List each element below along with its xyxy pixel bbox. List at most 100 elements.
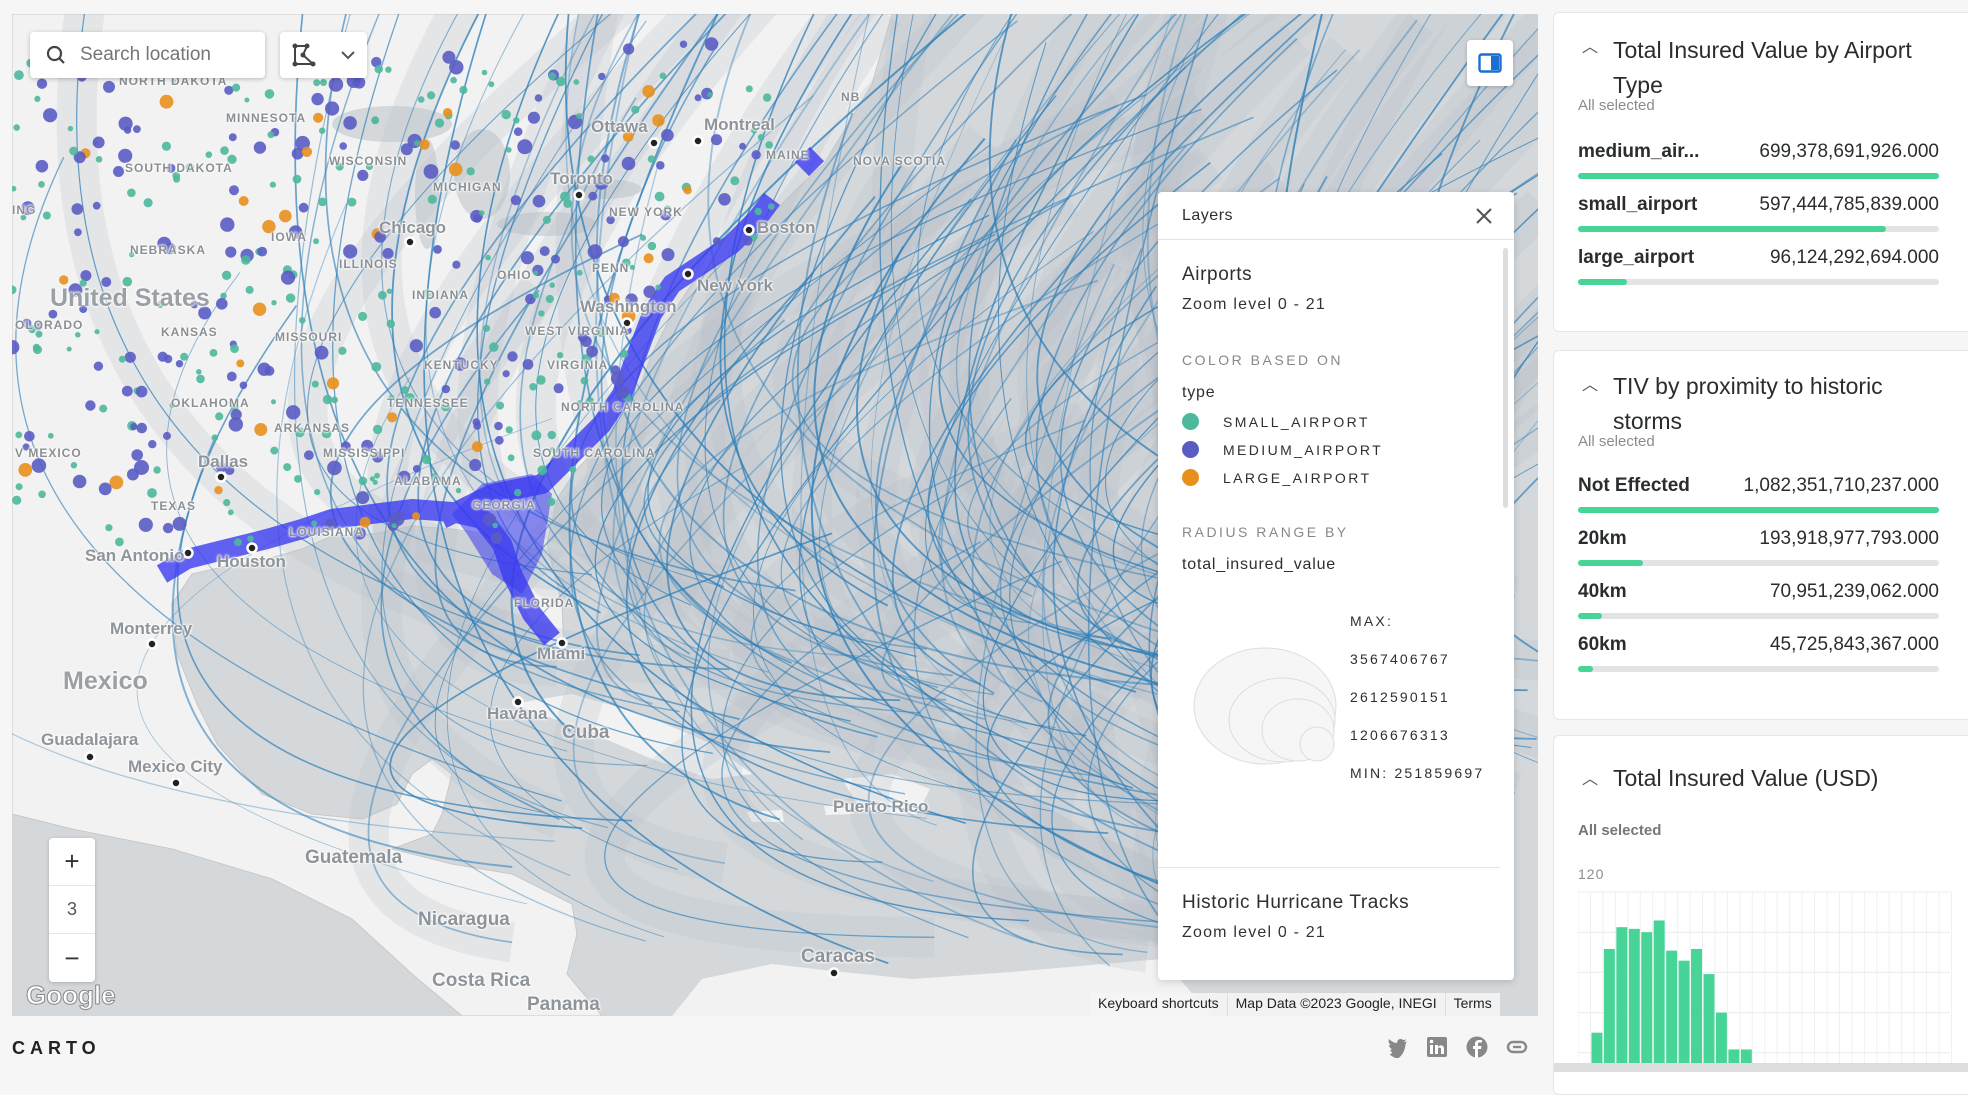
airport-point[interactable] — [419, 139, 430, 150]
airport-point[interactable] — [319, 127, 326, 134]
airport-point[interactable] — [22, 318, 32, 328]
airport-point[interactable] — [121, 385, 133, 397]
histogram-bar[interactable] — [1715, 1012, 1727, 1064]
airport-point[interactable] — [520, 251, 534, 265]
airport-point[interactable] — [489, 342, 499, 352]
airport-point[interactable] — [492, 522, 499, 529]
airport-point[interactable] — [663, 205, 672, 214]
airport-point[interactable] — [280, 270, 296, 285]
airport-point[interactable] — [374, 231, 387, 243]
airport-point[interactable] — [318, 197, 327, 207]
airport-point[interactable] — [270, 446, 279, 455]
twitter-icon[interactable] — [1386, 1036, 1408, 1058]
airport-point[interactable] — [623, 43, 635, 55]
airport-point[interactable] — [372, 424, 383, 435]
airport-point[interactable] — [531, 430, 542, 441]
airport-point[interactable] — [94, 329, 100, 335]
airport-point[interactable] — [47, 432, 54, 439]
airport-point[interactable] — [162, 522, 174, 534]
airport-point[interactable] — [631, 105, 640, 114]
airport-point[interactable] — [230, 344, 239, 353]
airport-point[interactable] — [105, 524, 113, 532]
airport-point[interactable] — [225, 465, 235, 475]
airport-point[interactable] — [18, 463, 33, 477]
airport-point[interactable] — [42, 211, 51, 220]
airport-point[interactable] — [257, 246, 268, 257]
histogram-bar[interactable] — [1591, 1032, 1603, 1064]
airport-point[interactable] — [190, 300, 199, 309]
airport-point[interactable] — [549, 282, 555, 289]
facebook-icon[interactable] — [1466, 1036, 1488, 1058]
airport-point[interactable] — [371, 362, 382, 372]
airport-point[interactable] — [655, 284, 662, 291]
histogram-bar[interactable] — [1603, 948, 1615, 1064]
airport-point[interactable] — [453, 357, 467, 371]
airport-point[interactable] — [494, 421, 503, 431]
airport-point[interactable] — [12, 185, 17, 192]
airport-point[interactable] — [35, 159, 49, 173]
airport-point[interactable] — [576, 400, 583, 407]
airport-point[interactable] — [542, 215, 551, 224]
airport-point[interactable] — [576, 113, 583, 119]
airport-point[interactable] — [587, 244, 603, 260]
airport-point[interactable] — [92, 136, 105, 149]
airport-point[interactable] — [765, 141, 773, 149]
airport-point[interactable] — [14, 70, 24, 80]
airport-point[interactable] — [409, 339, 423, 353]
airport-point[interactable] — [322, 394, 333, 405]
airport-point[interactable] — [347, 197, 357, 207]
airport-point[interactable] — [573, 79, 580, 85]
histogram-bar[interactable] — [1691, 948, 1702, 1064]
airport-point[interactable] — [264, 365, 275, 376]
zoom-in-button[interactable]: + — [49, 838, 95, 886]
airport-point[interactable] — [488, 81, 495, 88]
airport-point[interactable] — [66, 346, 72, 352]
airport-point[interactable] — [547, 430, 557, 440]
airport-point[interactable] — [683, 186, 692, 195]
airport-point[interactable] — [710, 134, 723, 146]
collapse-chevron-icon[interactable]: ︿ — [1582, 377, 1599, 394]
airport-point[interactable] — [169, 402, 176, 408]
airport-point[interactable] — [209, 349, 218, 357]
airport-point[interactable] — [67, 125, 74, 132]
airport-point[interactable] — [417, 96, 425, 103]
airport-point[interactable] — [539, 246, 550, 257]
airport-point[interactable] — [271, 399, 276, 405]
airport-point[interactable] — [514, 488, 522, 497]
histogram-chart[interactable] — [1578, 886, 1958, 1064]
airport-point[interactable] — [751, 150, 761, 160]
airport-point[interactable] — [431, 473, 438, 479]
airport-point[interactable] — [226, 371, 237, 382]
airport-point[interactable] — [656, 161, 665, 170]
airport-point[interactable] — [642, 85, 655, 98]
airport-point[interactable] — [43, 108, 58, 123]
airport-point[interactable] — [196, 374, 205, 384]
airport-point[interactable] — [33, 345, 42, 355]
airport-point[interactable] — [227, 154, 237, 164]
airport-point[interactable] — [313, 238, 320, 245]
airport-point[interactable] — [359, 516, 371, 528]
airport-point[interactable] — [442, 50, 456, 64]
airport-point[interactable] — [130, 423, 138, 431]
airport-point[interactable] — [301, 146, 313, 157]
airport-point[interactable] — [441, 402, 451, 412]
airport-point[interactable] — [601, 154, 610, 163]
airport-point[interactable] — [269, 181, 276, 188]
airport-point[interactable] — [311, 380, 319, 388]
airport-point[interactable] — [313, 79, 321, 87]
airport-point[interactable] — [79, 305, 88, 314]
airport-point[interactable] — [170, 78, 177, 85]
close-icon[interactable] — [1476, 207, 1492, 224]
airport-point[interactable] — [326, 377, 340, 390]
airport-point[interactable] — [621, 258, 631, 268]
airport-point[interactable] — [622, 131, 634, 143]
airport-point[interactable] — [215, 412, 224, 421]
airport-point[interactable] — [109, 475, 124, 490]
airport-point[interactable] — [34, 322, 43, 331]
airport-point[interactable] — [294, 475, 302, 483]
airport-point[interactable] — [230, 409, 242, 421]
airport-point[interactable] — [485, 254, 491, 261]
histogram-bar[interactable] — [1653, 920, 1665, 1064]
airport-point[interactable] — [343, 116, 357, 130]
airport-point[interactable] — [163, 431, 171, 440]
